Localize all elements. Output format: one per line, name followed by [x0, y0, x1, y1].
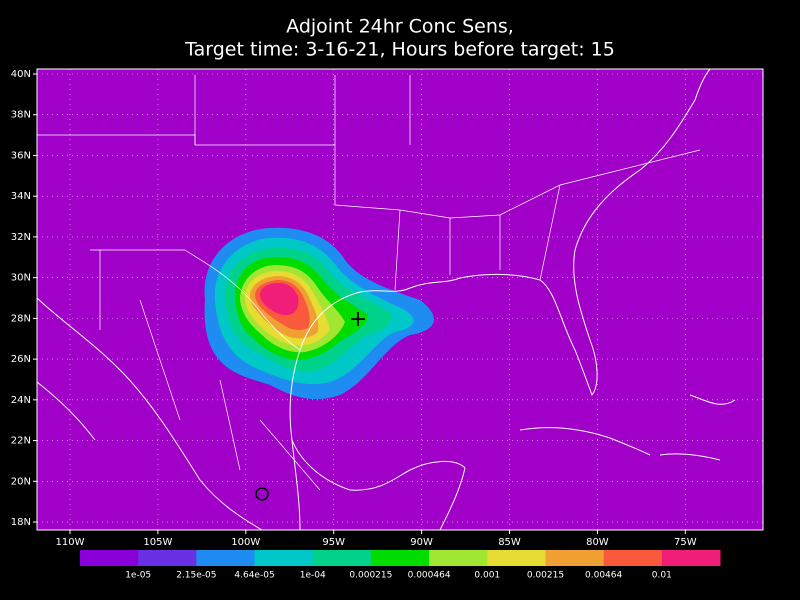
colorbar-swatch	[545, 550, 605, 566]
lat-label: 28N	[11, 313, 31, 324]
colorbar-swatch	[138, 550, 197, 566]
colorbar-swatch	[312, 550, 372, 566]
source-marker	[255, 487, 269, 501]
lon-label: 90W	[410, 537, 433, 548]
lat-label: 22N	[11, 436, 31, 447]
lat-label: 36N	[11, 150, 31, 161]
colorbar-label: 4.64e-05	[234, 571, 274, 581]
lon-label: 95W	[322, 537, 345, 548]
colorbar-swatch	[603, 550, 663, 566]
lon-label: 105W	[143, 537, 172, 548]
colorbar-swatch	[429, 550, 488, 566]
lat-label: 38N	[11, 110, 31, 121]
lat-label: 20N	[11, 476, 31, 487]
contour-band	[260, 283, 299, 316]
target-marker: +	[349, 307, 367, 332]
colorbar-swatch	[196, 550, 256, 566]
colorbar-label: 0.00215	[527, 571, 564, 581]
colorbar-label: 0.000464	[408, 571, 451, 581]
colorbar: 1e-05 2.15e-05 4.64e-05 1e-04 0.000215 0.0004…	[80, 550, 721, 581]
colorbar-swatch	[661, 550, 721, 566]
title-line-2: Target time: 3-16-21, Hours before targe…	[184, 39, 615, 61]
title-line-1: Adjoint 24hr Conc Sens,	[286, 16, 514, 38]
lat-label: 26N	[11, 354, 31, 365]
sensitivity-contours	[204, 227, 434, 400]
colorbar-label: 2.15e-05	[176, 571, 216, 581]
lon-label: 85W	[498, 537, 521, 548]
colorbar-swatch	[80, 550, 139, 566]
colorbar-swatch	[254, 550, 314, 566]
colorbar-swatch	[370, 550, 430, 566]
lat-label: 24N	[11, 395, 31, 406]
lon-label: 80W	[586, 537, 609, 548]
lon-label: 110W	[56, 537, 85, 548]
borders	[37, 75, 701, 491]
colorbar-swatch	[487, 550, 546, 566]
lat-label: 40N	[11, 69, 31, 80]
colorbar-label: 0.000215	[349, 571, 392, 581]
lon-label: 100W	[231, 537, 260, 548]
colorbar-label: 0.001	[474, 571, 500, 581]
lat-label: 34N	[11, 191, 31, 202]
lon-label: 75W	[674, 537, 697, 548]
colorbar-label: 0.00464	[585, 571, 622, 581]
axis-labels: 40N 38N 36N 34N 32N 30N 28N 26N 24N 22N 20N 18N 110W…	[11, 69, 697, 548]
colorbar-label: 1e-05	[125, 571, 151, 581]
colorbar-label: 0.01	[652, 571, 672, 581]
lat-label: 30N	[11, 273, 31, 284]
lat-label: 32N	[11, 232, 31, 243]
map-frame	[36, 68, 764, 531]
lat-label: 18N	[11, 517, 31, 528]
colorbar-label: 1e-04	[300, 571, 326, 581]
